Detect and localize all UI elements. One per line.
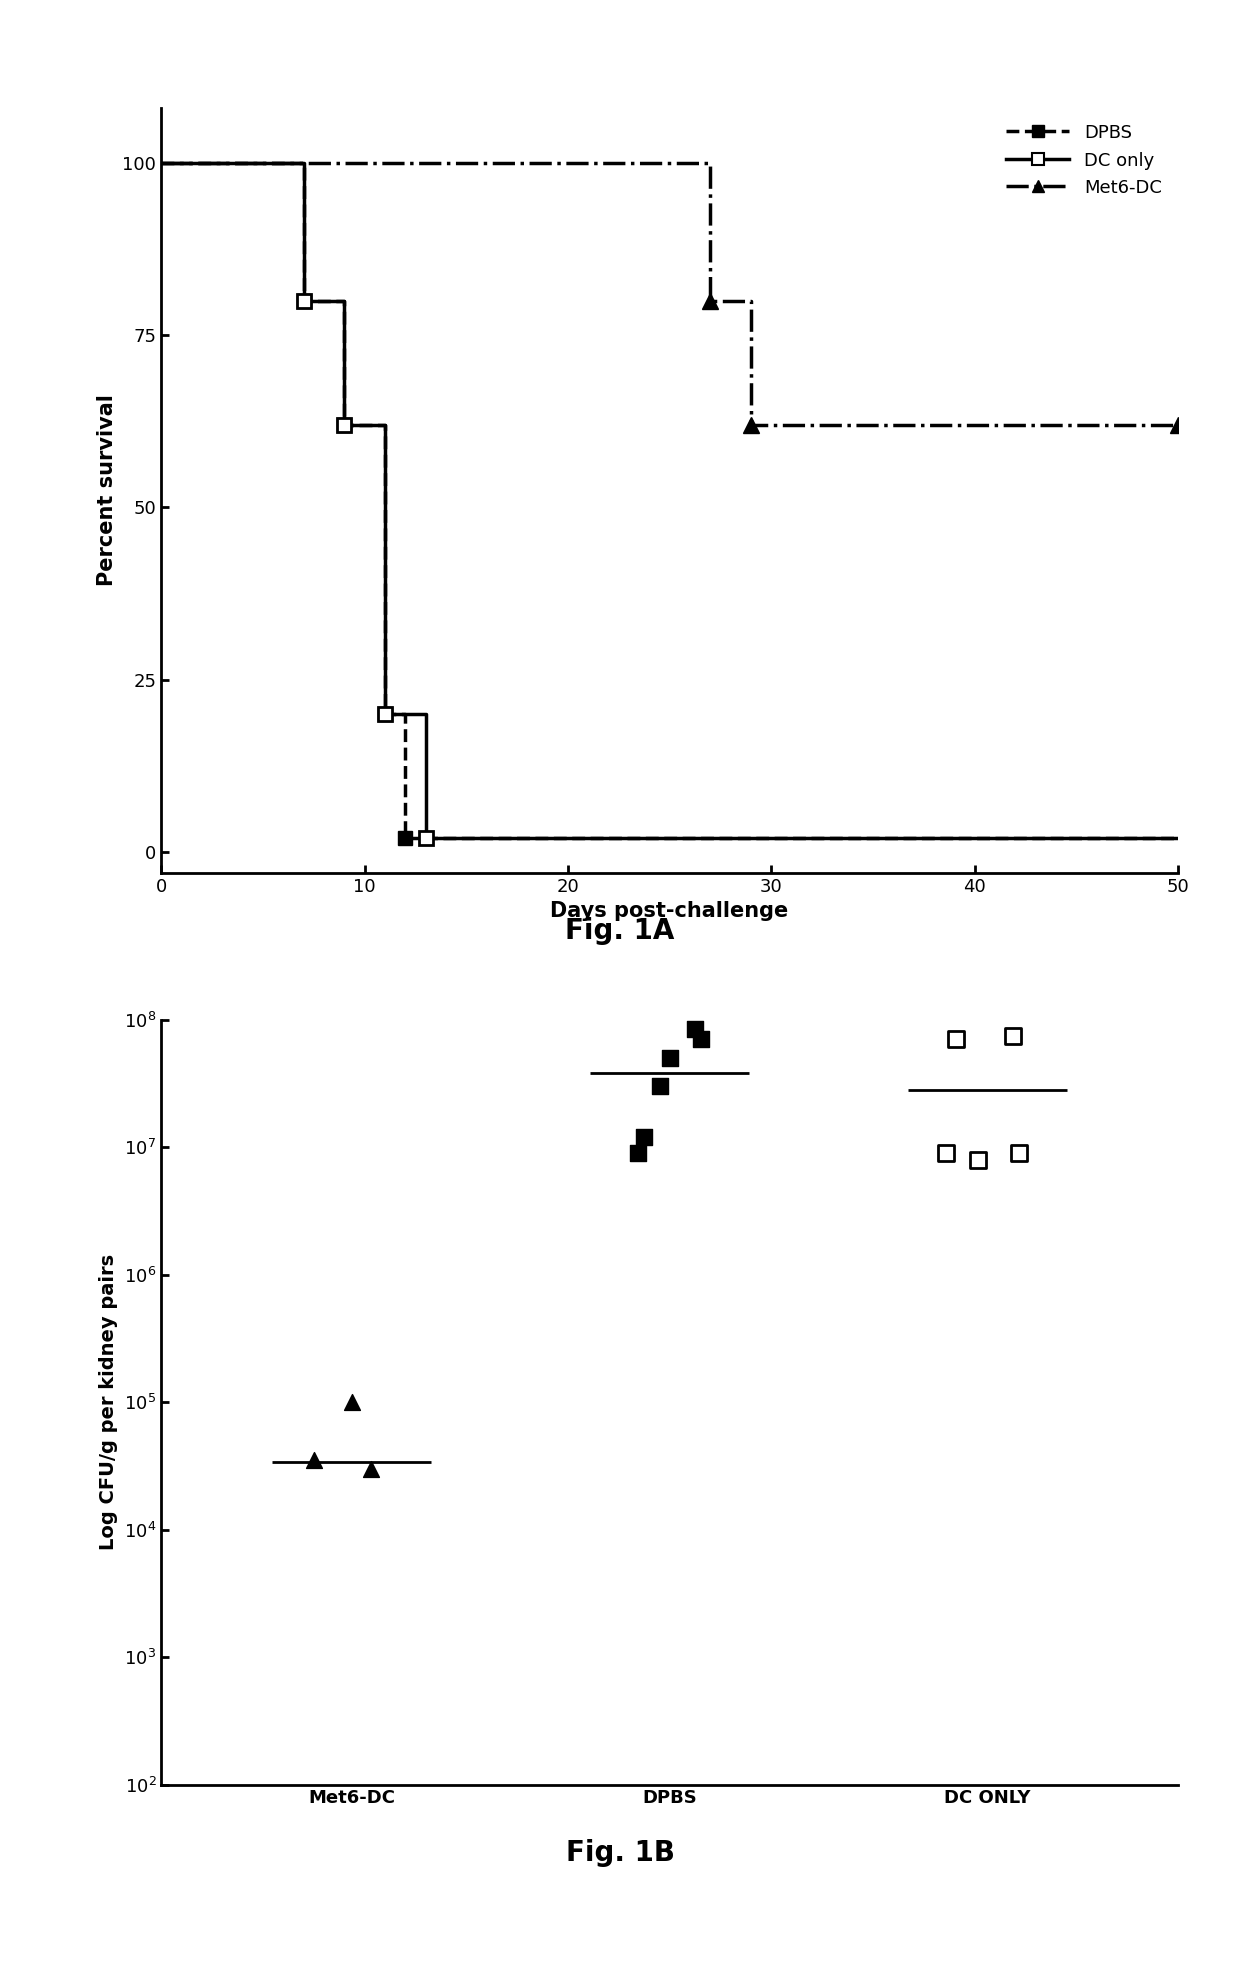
Point [342,1386,362,1418]
Point [692,1024,712,1055]
Point [968,1143,988,1175]
Y-axis label: Log CFU/g per kidney pairs: Log CFU/g per kidney pairs [99,1253,119,1551]
Point [660,1043,680,1075]
Point [1009,1137,1029,1169]
Point [634,1122,655,1153]
Point [686,1014,706,1045]
Legend: DPBS, DC only, Met6-DC: DPBS, DC only, Met6-DC [999,118,1169,204]
Text: Fig. 1A: Fig. 1A [565,918,675,945]
Point [361,1453,381,1484]
Point [936,1137,956,1169]
Point [627,1137,647,1169]
Point [304,1445,324,1477]
X-axis label: Days post-challenge: Days post-challenge [551,900,789,922]
Point [1003,1020,1023,1051]
Point [946,1024,966,1055]
Point [650,1071,670,1102]
Text: Fig. 1B: Fig. 1B [565,1839,675,1867]
Y-axis label: Percent survival: Percent survival [97,394,117,586]
